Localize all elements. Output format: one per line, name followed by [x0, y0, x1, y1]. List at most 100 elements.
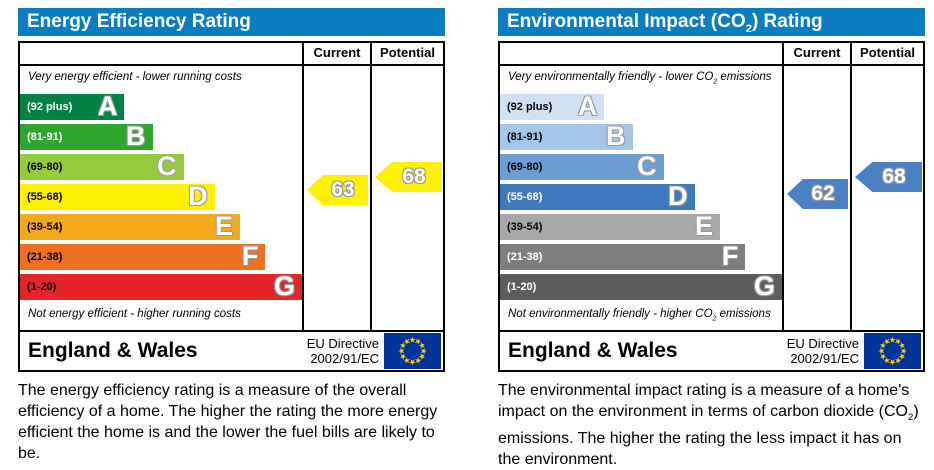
band-list: (92 plus) A (81-91) B (69-80) C (55-68) D (39-54…: [20, 93, 302, 304]
band-row: (92 plus) A: [20, 93, 125, 121]
band-row: (81-91) B: [20, 121, 153, 152]
band-letter: A: [577, 91, 598, 122]
eu-directive-line2: 2002/91/EC: [310, 351, 379, 366]
table-header-row: Current Potential: [500, 43, 923, 66]
current-column: 62: [782, 66, 850, 330]
description-text: The environmental impact rating is a mea…: [498, 382, 910, 420]
band-range-label: (69-80): [27, 161, 63, 174]
band-row: (21-38) F: [20, 241, 266, 272]
table-footer: England & Wales EU Directive 2002/91/EC: [500, 330, 923, 370]
band-letter: B: [126, 121, 146, 152]
panel-title-text: Environmental Impact (CO: [507, 11, 746, 32]
band-range-label: (55-68): [507, 191, 543, 204]
panel-title-text: Energy Efficiency Rating: [27, 11, 251, 32]
band-range-label: (1-20): [27, 281, 57, 294]
band-row: (55-68) D: [500, 181, 695, 212]
band-range-label: (39-54): [27, 221, 63, 234]
band-row: (39-54) E: [20, 211, 240, 242]
current-rating-arrow: 62: [787, 179, 848, 209]
potential-column-header: Potential: [850, 43, 923, 64]
band-range-label: (92 plus): [507, 101, 553, 114]
band-range-label: (21-38): [27, 251, 63, 264]
band-scale: Very energy efficient - lower running co…: [20, 66, 302, 330]
panel-title: Environmental Impact (CO2) Rating: [498, 8, 925, 36]
potential-rating-value: 68: [402, 165, 426, 188]
band-list: (92 plus) A (81-91) B (69-80) C (55-68) D (39-54…: [500, 91, 782, 304]
eu-directive-line1: EU Directive: [786, 336, 859, 351]
band-row: (55-68) D: [20, 181, 215, 212]
band-letter: B: [606, 121, 626, 152]
band-row: (1-20) G: [20, 271, 302, 302]
bottom-scale-note-subscript: 2: [712, 315, 717, 322]
potential-column: 68: [850, 66, 923, 330]
current-rating-value: 63: [331, 178, 355, 201]
top-scale-note: Very energy efficient - lower running co…: [20, 70, 302, 89]
table-body: Very environmentally friendly - lower CO…: [500, 66, 923, 330]
band-range-label: (1-20): [507, 281, 537, 294]
band-letter: F: [241, 241, 259, 272]
potential-rating-arrow: 68: [855, 162, 922, 192]
region-label: England & Wales: [508, 339, 678, 362]
bottom-scale-note-text-end: emissions: [716, 307, 771, 320]
top-scale-note-text: Very energy efficient - lower running co…: [28, 71, 242, 83]
band-letter: F: [721, 241, 739, 272]
top-scale-note-text-end: emissions: [717, 71, 772, 83]
top-scale-note: Very environmentally friendly - lower CO…: [500, 70, 782, 89]
potential-rating-arrow: 68: [375, 162, 442, 192]
band-range-label: (81-91): [507, 131, 543, 144]
band-row: (81-91) B: [500, 121, 633, 152]
rating-description: The energy efficiency rating is a measur…: [18, 380, 448, 470]
table-header-row: Current Potential: [20, 43, 443, 66]
eu-directive-text: EU Directive 2002/91/EC: [307, 336, 384, 366]
rating-table: Current Potential Very energy efficient …: [18, 41, 445, 372]
region-label: England & Wales: [28, 339, 198, 362]
current-column-header: Current: [302, 43, 370, 64]
rating-description: The environmental impact rating is a mea…: [498, 380, 928, 470]
potential-column-header: Potential: [370, 43, 443, 64]
band-column-header: [500, 43, 782, 64]
band-row: (69-80) C: [20, 151, 184, 182]
description-text: The energy efficiency rating is a measur…: [18, 382, 438, 462]
bottom-scale-note: Not energy efficient - higher running co…: [20, 307, 302, 326]
environmental-impact-panel: Environmental Impact (CO2) Rating Curren…: [498, 8, 925, 470]
bottom-scale-note: Not environmentally friendly - higher CO…: [500, 307, 782, 326]
band-letter: G: [273, 271, 295, 302]
current-rating-arrow: 63: [307, 175, 368, 205]
band-range-label: (39-54): [507, 221, 543, 234]
current-column: 63: [302, 66, 370, 330]
band-range-label: (55-68): [27, 191, 63, 204]
band-scale: Very environmentally friendly - lower CO…: [500, 66, 782, 330]
band-column-header: [20, 43, 302, 64]
band-letter: C: [157, 151, 177, 182]
bottom-scale-note-text: Not environmentally friendly - higher CO: [508, 307, 713, 320]
potential-column: 68: [370, 66, 443, 330]
panel-title-subscript: 2: [745, 22, 752, 35]
band-row: (92 plus) A: [500, 91, 605, 122]
potential-rating-value: 68: [882, 165, 906, 188]
band-row: (1-20) G: [500, 271, 782, 302]
description-subscript: 2: [907, 412, 914, 424]
eu-directive-line2: 2002/91/EC: [790, 351, 859, 366]
eu-flag-icon: [864, 333, 921, 369]
eu-flag-icon: [384, 333, 441, 369]
band-letter: D: [188, 181, 208, 212]
rating-table: Current Potential Very environmentally f…: [498, 41, 925, 372]
band-row: (21-38) F: [500, 241, 746, 272]
top-scale-note-text: Very environmentally friendly - lower CO: [508, 71, 714, 83]
band-letter: C: [637, 151, 657, 182]
current-rating-value: 62: [811, 182, 835, 205]
table-footer: England & Wales EU Directive 2002/91/EC: [20, 330, 443, 370]
band-letter: G: [753, 271, 775, 302]
band-letter: E: [694, 211, 713, 242]
energy-efficiency-panel: Energy Efficiency Rating Current Potenti…: [18, 8, 445, 470]
band-letter: D: [668, 181, 688, 212]
band-letter: E: [214, 211, 233, 242]
band-row: (69-80) C: [500, 151, 664, 182]
top-scale-note-subscript: 2: [713, 78, 718, 86]
panel-title: Energy Efficiency Rating: [18, 8, 445, 36]
band-range-label: (21-38): [507, 251, 543, 264]
band-range-label: (92 plus): [27, 101, 73, 114]
description-text-end: ) emissions. The higher the rating the l…: [498, 403, 919, 469]
band-range-label: (69-80): [507, 161, 543, 174]
